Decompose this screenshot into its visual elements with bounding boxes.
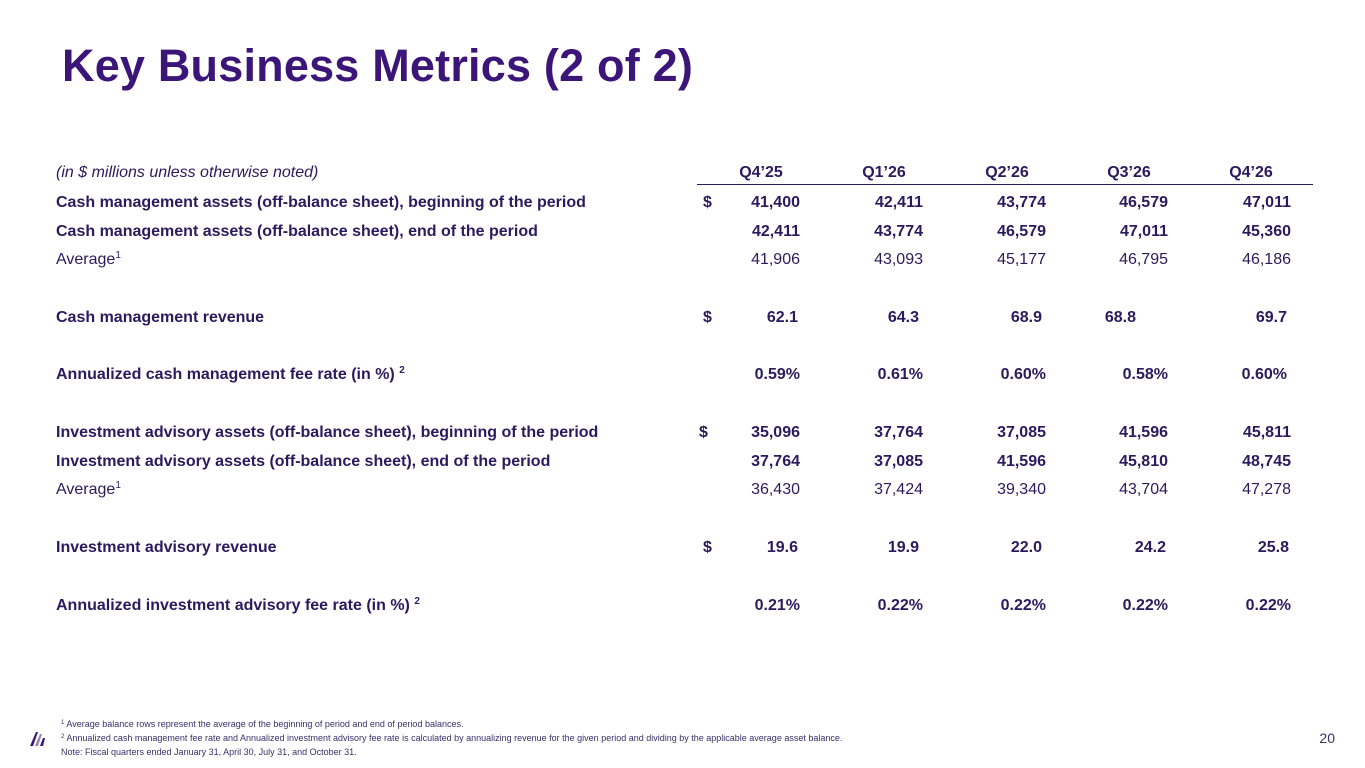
cell-value: 43,093 (874, 251, 923, 268)
cell-value: 0.58% (1122, 366, 1168, 383)
table-row: Average1 36,430 37,424 39,340 43,704 47,… (0, 478, 1365, 502)
cell-value: 69.7 (1255, 309, 1287, 326)
cell-value: 41,596 (1119, 424, 1168, 441)
cell-value: 19.6 (766, 539, 798, 556)
cell-value: 45,810 (1119, 453, 1168, 470)
cell-value: 45,177 (997, 251, 1046, 268)
cell-value: 0.22% (877, 597, 923, 614)
table-header: (in $ millions unless otherwise noted) Q… (0, 161, 1365, 185)
cell-value: 46,795 (1119, 251, 1168, 268)
cell-value: 37,764 (751, 453, 800, 470)
row-label: Investment advisory revenue (56, 539, 277, 556)
cell-value: 0.22% (1245, 597, 1291, 614)
footnote-2: 2 Annualized cash management fee rate an… (61, 733, 843, 743)
row-label: Cash management revenue (56, 309, 265, 326)
cell-value: 64.3 (887, 309, 919, 326)
cell-value: 24.2 (1134, 539, 1166, 556)
cell-value: 36,430 (751, 481, 800, 498)
cell-value: 25.8 (1257, 539, 1289, 556)
unit-note: (in $ millions unless otherwise noted) (56, 164, 319, 181)
cell-value: 46,579 (1119, 194, 1168, 211)
cell-value: 48,745 (1242, 453, 1291, 470)
cell-value: 62.1 (766, 309, 798, 326)
table-row: Annualized investment advisory fee rate … (0, 594, 1365, 618)
table-row: Cash management assets (off-balance shee… (0, 220, 1365, 244)
cell-value: 37,085 (874, 453, 923, 470)
table-row: Investment advisory assets (off-balance … (0, 450, 1365, 474)
row-label: Annualized investment advisory fee rate … (56, 596, 420, 615)
row-label: Annualized cash management fee rate (in … (56, 365, 405, 384)
cell-value: 0.22% (1000, 597, 1046, 614)
page-number: 20 (1319, 730, 1335, 746)
table-row: Annualized cash management fee rate (in … (0, 363, 1365, 387)
cell-value: 43,774 (874, 223, 923, 240)
cell-value: 41,596 (997, 453, 1046, 470)
footnote-1: 1 Average balance rows represent the ave… (61, 719, 464, 729)
page-title: Key Business Metrics (2 of 2) (62, 40, 694, 91)
cell-value: 0.21% (754, 597, 800, 614)
row-label: Average1 (56, 480, 121, 499)
col-header-q3-26: Q3’26 (1107, 164, 1151, 181)
company-logo-icon (30, 732, 45, 746)
cell-value: 0.60% (1000, 366, 1046, 383)
cell-value: 0.61% (877, 366, 923, 383)
row-label: Investment advisory assets (off-balance … (56, 424, 599, 441)
cell-value: 19.9 (887, 539, 919, 556)
header-divider (697, 184, 1313, 185)
dollar-sign: $ (703, 194, 712, 211)
col-header-q1-26: Q1’26 (862, 164, 906, 181)
cell-value: 41,906 (751, 251, 800, 268)
col-header-q2-26: Q2’26 (985, 164, 1029, 181)
cell-value: 37,424 (874, 481, 923, 498)
cell-value: 42,411 (751, 223, 800, 240)
cell-value: 45,811 (1242, 424, 1291, 441)
cell-value: 39,340 (997, 481, 1046, 498)
cell-value: 22.0 (1010, 539, 1042, 556)
cell-value: 68.9 (1010, 309, 1042, 326)
cell-value: 46,186 (1242, 251, 1291, 268)
footnote-marker: 2 (414, 596, 420, 607)
footnote-marker: 1 (115, 480, 121, 491)
cell-value: 0.22% (1122, 597, 1168, 614)
cell-value: 37,085 (997, 424, 1046, 441)
cell-value: 41,400 (751, 194, 800, 211)
cell-value: 47,278 (1242, 481, 1291, 498)
cell-value: 42,411 (874, 194, 923, 211)
cell-value: 0.60% (1241, 366, 1287, 383)
row-label: Average1 (56, 250, 121, 269)
footnote-marker: 2 (399, 365, 405, 376)
table-row: Investment advisory assets (off-balance … (0, 421, 1365, 445)
cell-value: 0.59% (754, 366, 800, 383)
cell-value: 35,096 (751, 424, 800, 441)
table-row: Investment advisory revenue $ 19.6 19.9 … (0, 536, 1365, 560)
row-label: Cash management assets (off-balance shee… (56, 194, 586, 211)
dollar-sign: $ (699, 424, 708, 441)
cell-value: 47,011 (1119, 223, 1168, 240)
cell-value: 43,774 (997, 194, 1046, 211)
table-row: Average1 41,906 43,093 45,177 46,795 46,… (0, 248, 1365, 272)
cell-value: 47,011 (1242, 194, 1291, 211)
dollar-sign: $ (703, 539, 712, 556)
cell-value: 43,704 (1119, 481, 1168, 498)
col-header-q4-25: Q4’25 (739, 164, 783, 181)
row-label: Cash management assets (off-balance shee… (56, 223, 538, 240)
footnote-note: Note: Fiscal quarters ended January 31, … (61, 747, 357, 757)
table-row: Cash management revenue $ 62.1 64.3 68.9… (0, 306, 1365, 330)
table-row: Cash management assets (off-balance shee… (0, 191, 1365, 215)
dollar-sign: $ (703, 309, 712, 326)
col-header-q4-26: Q4’26 (1229, 164, 1273, 181)
footnote-marker: 1 (115, 250, 121, 261)
cell-value: 37,764 (874, 424, 923, 441)
row-label: Investment advisory assets (off-balance … (56, 453, 551, 470)
cell-value: 68.8 (1104, 309, 1136, 326)
cell-value: 46,579 (997, 223, 1046, 240)
cell-value: 45,360 (1242, 223, 1291, 240)
